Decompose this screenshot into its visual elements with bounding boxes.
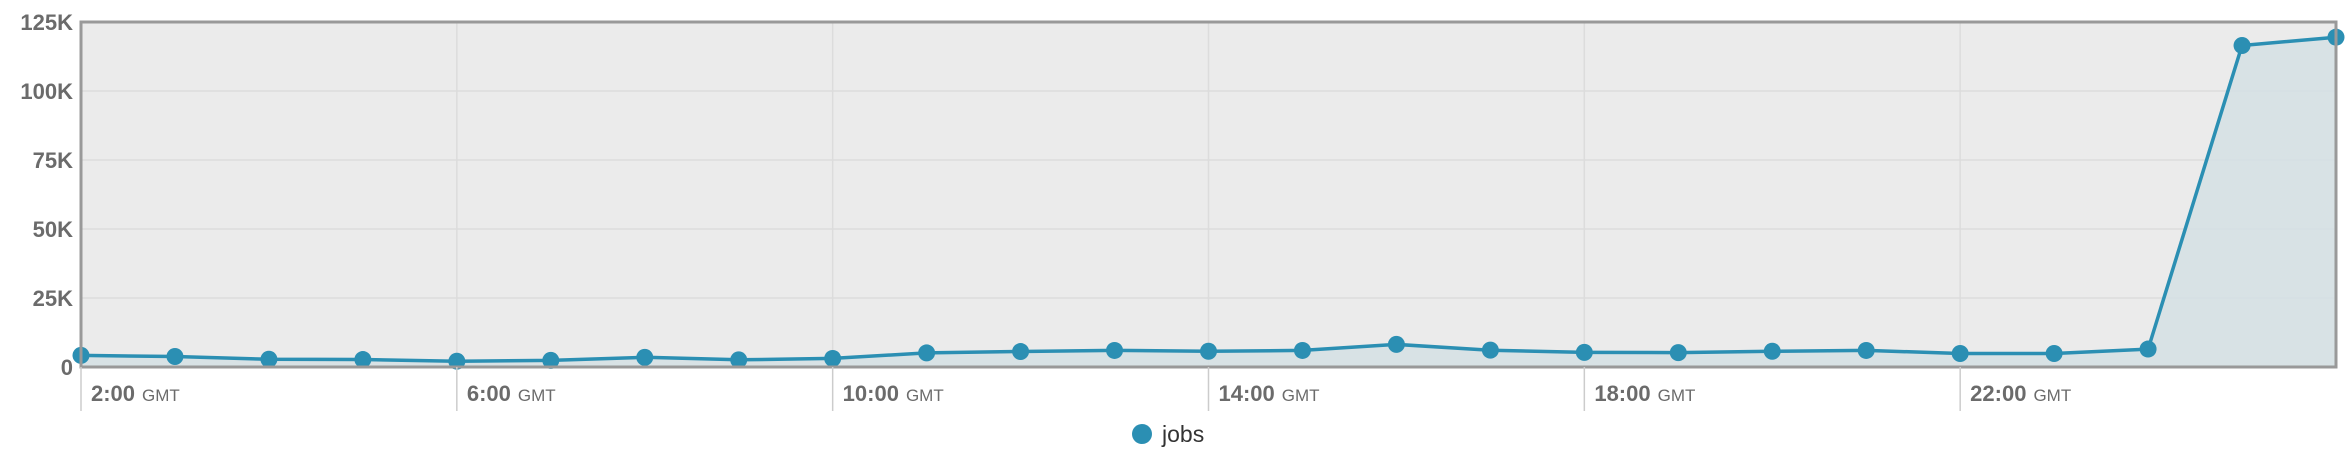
data-point xyxy=(1106,341,1124,359)
legend-label-jobs[interactable]: jobs xyxy=(1161,421,1204,447)
data-point xyxy=(1575,343,1593,361)
y-tick-label: 50K xyxy=(33,217,73,242)
data-point xyxy=(918,344,936,362)
y-tick-label: 100K xyxy=(20,79,73,104)
data-point xyxy=(636,348,654,366)
data-point xyxy=(2233,36,2251,54)
x-tick-label: 6:00 GMT xyxy=(467,381,556,406)
x-tick-label: 14:00 GMT xyxy=(1219,381,1320,406)
data-point xyxy=(1481,341,1499,359)
data-point xyxy=(1763,342,1781,360)
data-point xyxy=(1293,341,1311,359)
data-point xyxy=(1012,343,1030,361)
x-tick-label: 2:00 GMT xyxy=(91,381,180,406)
data-point xyxy=(260,350,278,368)
data-point xyxy=(448,352,466,370)
x-tick-label: 22:00 GMT xyxy=(1970,381,2071,406)
data-point xyxy=(166,348,184,366)
data-point xyxy=(354,351,372,369)
data-point xyxy=(1669,344,1687,362)
data-point xyxy=(824,349,842,367)
data-point xyxy=(1200,342,1217,360)
x-tick-label: 10:00 GMT xyxy=(843,381,944,406)
data-point xyxy=(542,351,560,369)
data-point xyxy=(1387,335,1405,353)
data-point xyxy=(2139,340,2157,358)
y-tick-label: 75K xyxy=(33,148,73,173)
y-tick-label: 0 xyxy=(61,355,73,380)
jobs-data-points xyxy=(72,28,2345,370)
legend: jobs xyxy=(1132,421,1204,447)
data-point xyxy=(730,351,748,369)
x-axis: 2:00 GMT 6:00 GMT 10:00 GMT 14:00 GMT 18:00 GMT 22… xyxy=(80,367,2071,411)
data-point xyxy=(2045,344,2063,362)
grid-lines xyxy=(81,22,2336,367)
y-axis: 0 25K 50K 75K 100K 125K xyxy=(20,10,73,380)
data-point xyxy=(1857,341,1875,359)
legend-swatch-jobs[interactable] xyxy=(1132,424,1152,444)
x-tick-label: 18:00 GMT xyxy=(1594,381,1695,406)
y-tick-label: 25K xyxy=(33,286,73,311)
data-point xyxy=(1951,344,1969,362)
y-tick-label: 125K xyxy=(20,10,73,35)
